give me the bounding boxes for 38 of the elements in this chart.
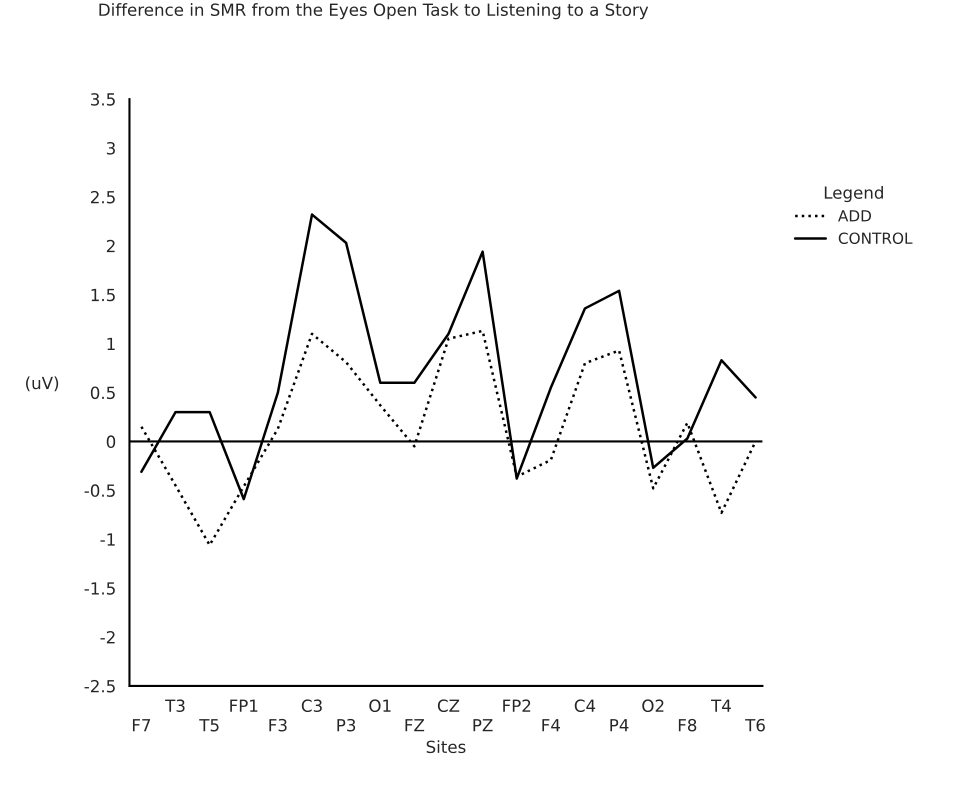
x-tick-label: CZ	[438, 699, 460, 712]
y-tick-label: -2.5	[84, 680, 115, 693]
x-tick-label: O1	[369, 699, 391, 712]
x-tick-label: F4	[542, 719, 560, 732]
legend-title: Legend	[824, 186, 883, 202]
x-tick-label: PZ	[474, 719, 493, 732]
y-tick-label: -2	[100, 631, 115, 644]
x-tick-label: F8	[678, 718, 696, 732]
x-tick-label: T6	[745, 718, 765, 732]
x-tick-label: FP2	[503, 699, 530, 712]
y-tick-label: -1.5	[84, 582, 115, 595]
y-tick-label: 0	[106, 435, 116, 448]
y-tick-label: -0.5	[84, 484, 115, 497]
y-axis-title: (uV)	[26, 376, 58, 392]
y-tick-label: 2.5	[90, 190, 115, 204]
x-tick-label: C4	[574, 699, 596, 712]
x-tick-label: F3	[269, 718, 287, 732]
y-tick-label: 1	[107, 338, 115, 350]
y-tick-label: 3.5	[91, 93, 115, 106]
y-tick-label: 0.5	[90, 386, 115, 400]
x-tick-label: O2	[642, 699, 664, 712]
y-tick-label: 3	[106, 142, 115, 155]
x-tick-label: T4	[711, 700, 731, 712]
x-tick-label: FZ	[406, 719, 424, 732]
x-tick-label: F7	[132, 719, 150, 732]
x-axis-title: Sites	[426, 740, 466, 754]
x-tick-label: P4	[610, 719, 628, 732]
legend-label: CONTROL	[838, 232, 912, 244]
y-tick-label: 2	[106, 240, 115, 252]
legend-label: ADD	[838, 210, 871, 222]
x-tick-label: T5	[199, 719, 219, 732]
y-tick-label: -1	[100, 533, 115, 546]
chart-title: Difference in SMR from the Eyes Open Task to Listening to a Story	[99, 3, 648, 20]
x-tick-label: T3	[165, 699, 185, 712]
x-tick-label: FP1	[230, 700, 258, 712]
x-tick-label: C3	[302, 699, 322, 712]
x-tick-label: P3	[337, 718, 356, 732]
y-tick-label: 1.5	[92, 288, 115, 302]
